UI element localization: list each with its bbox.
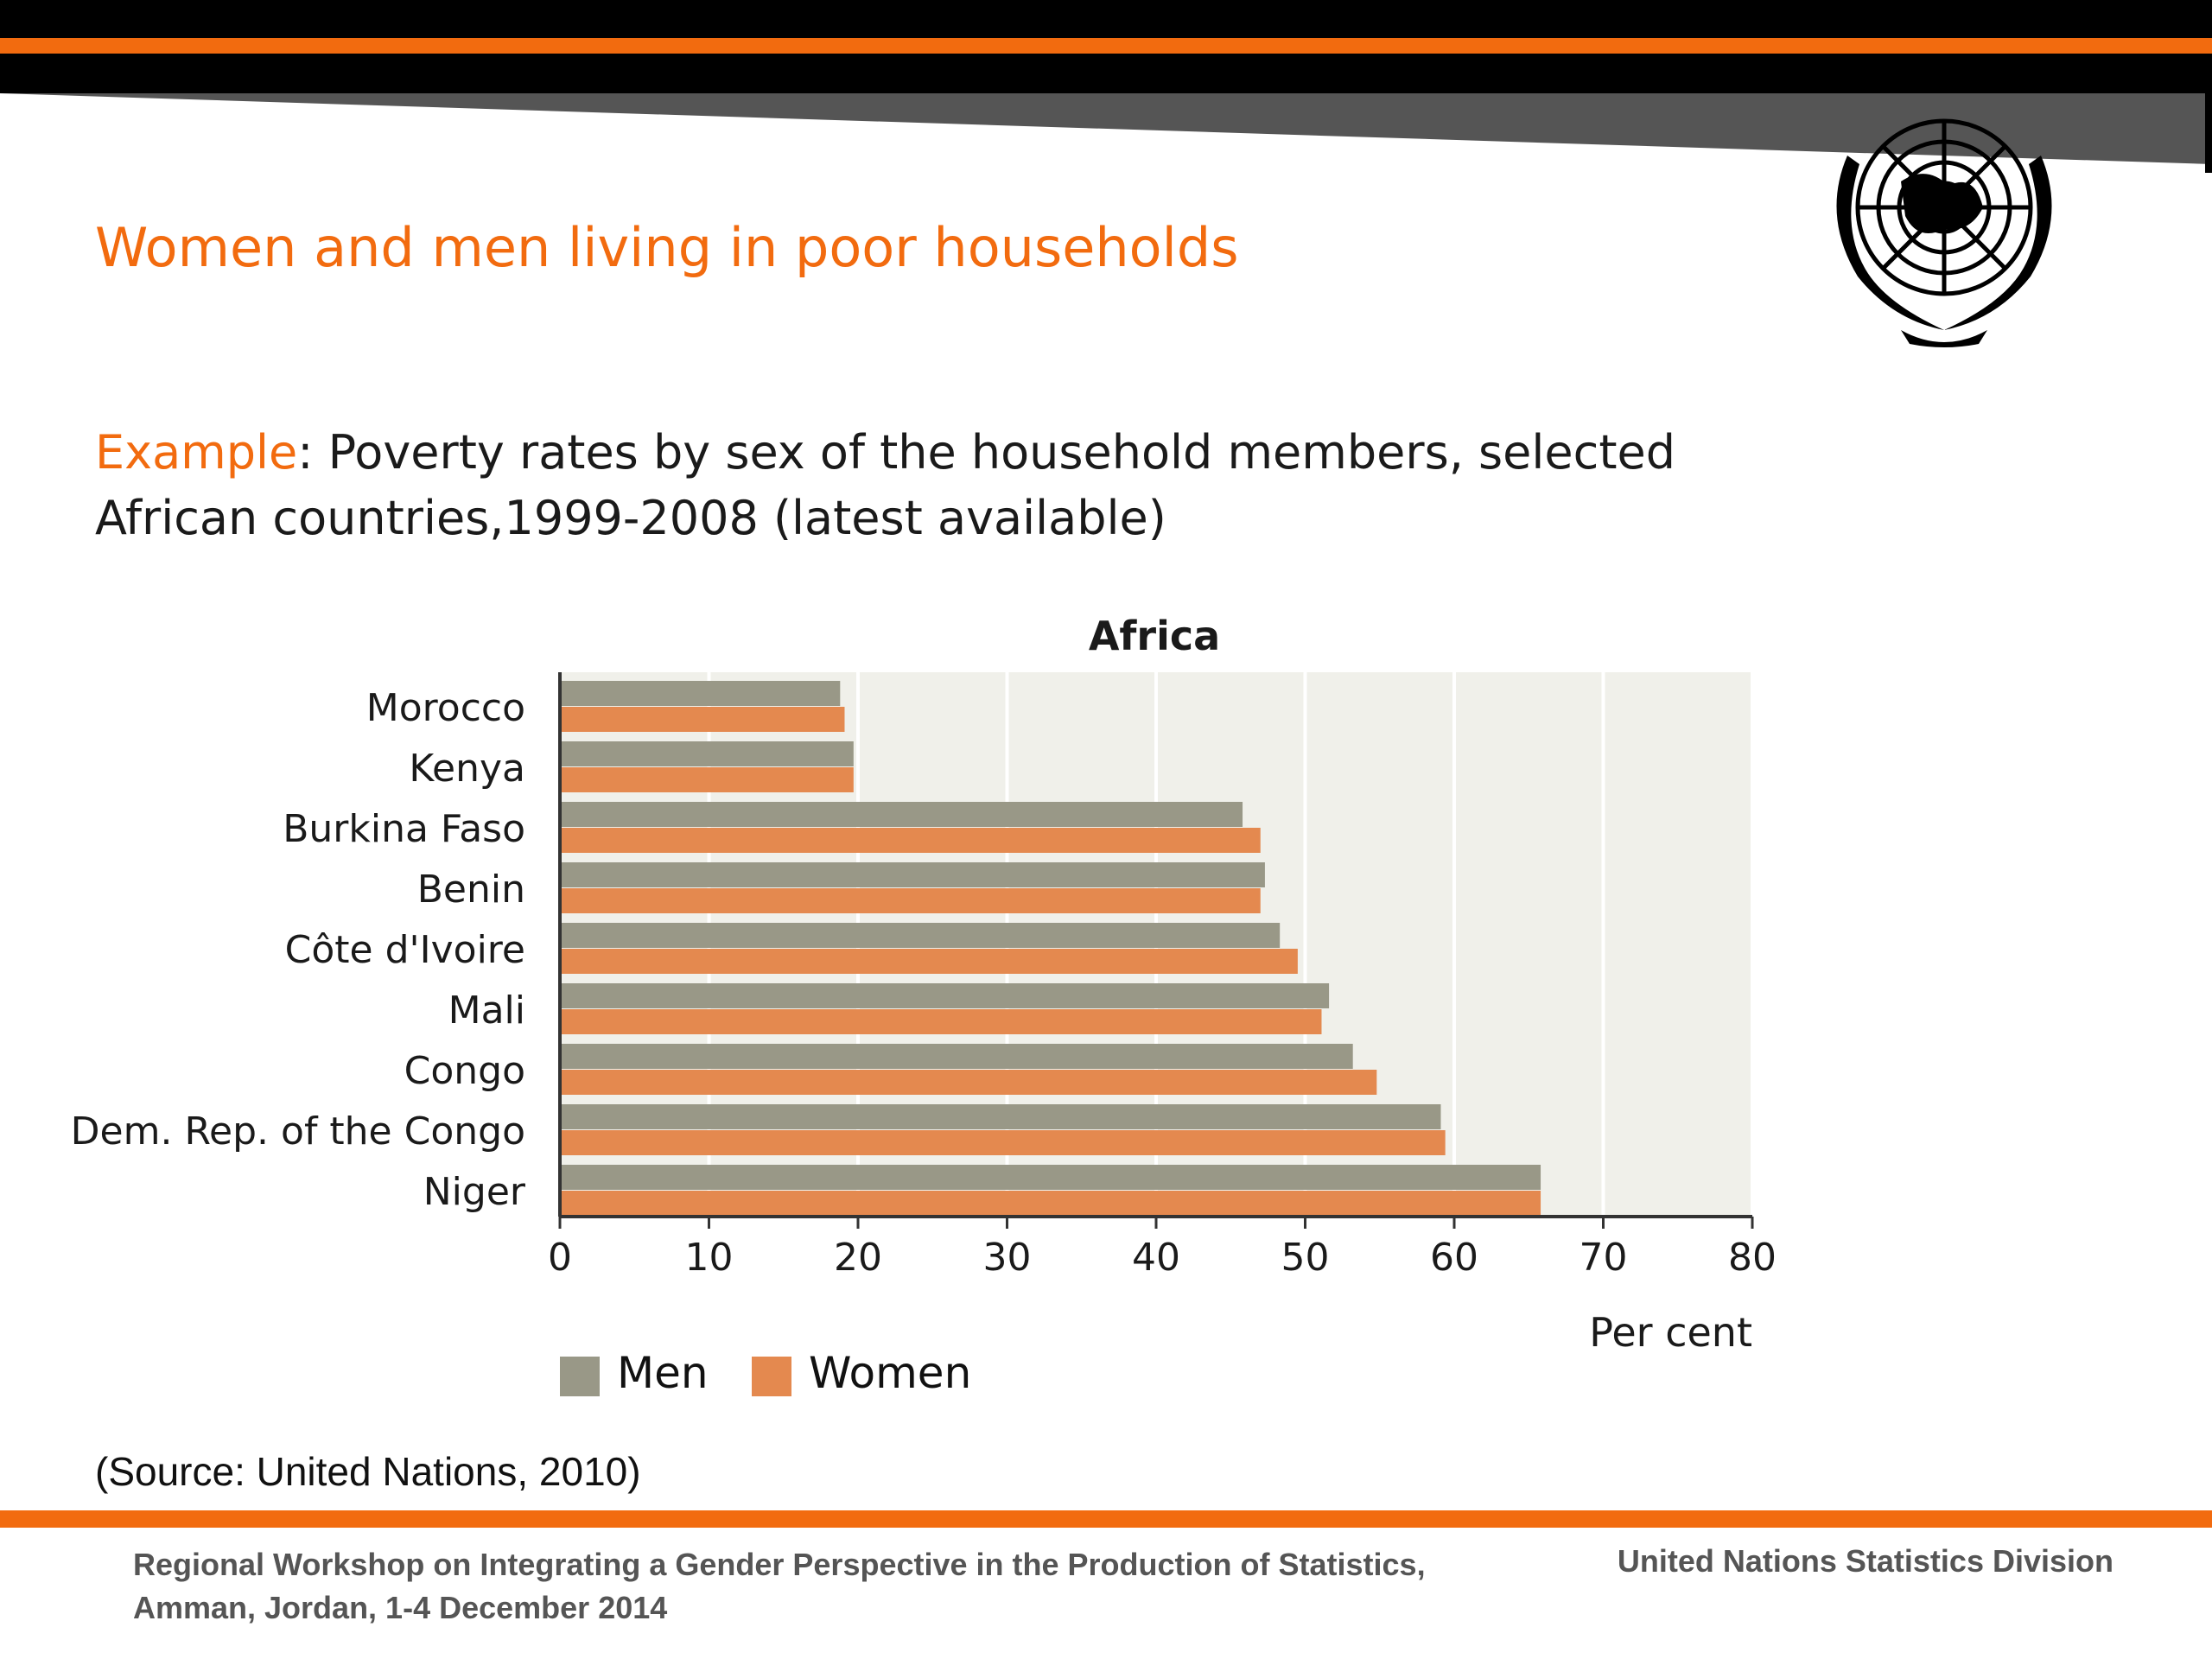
bar-men	[560, 681, 841, 706]
x-tick-label: 40	[1132, 1236, 1180, 1280]
x-tick-label: 50	[1281, 1236, 1330, 1280]
bar-men	[560, 741, 854, 766]
x-tick-label: 80	[1728, 1236, 1777, 1280]
bar-layer	[560, 681, 1541, 1216]
bar-women	[560, 1191, 1541, 1216]
x-tick-label: 10	[685, 1236, 734, 1280]
bar-women	[560, 1070, 1377, 1095]
category-labels: Morocco Kenya Burkina Faso Benin Côte d'Ivoi…	[71, 686, 526, 1214]
footer-divider	[0, 1510, 2212, 1528]
category-label: Congo	[404, 1049, 525, 1093]
bar-women	[560, 828, 1261, 853]
category-label: Burkina Faso	[283, 807, 525, 851]
x-tick-label: 70	[1580, 1236, 1628, 1280]
x-tick-label: 30	[983, 1236, 1032, 1280]
legend-label-men: Men	[617, 1348, 709, 1398]
footer-organization: United Nations Statistics Division	[1617, 1543, 2113, 1579]
source-note: (Source: United Nations, 2010)	[95, 1449, 641, 1494]
bar-men	[560, 802, 1243, 827]
bar-women	[560, 767, 854, 792]
x-tick-label: 20	[834, 1236, 882, 1280]
subtitle-highlight: Example	[95, 425, 298, 480]
category-label: Kenya	[409, 747, 525, 791]
un-emblem-icon	[1836, 118, 2052, 347]
category-label: Mali	[448, 988, 525, 1033]
bar-women	[560, 888, 1261, 913]
bar-men	[560, 1104, 1441, 1129]
category-label: Morocco	[366, 686, 525, 730]
slide-subtitle: Example: Poverty rates by sex of the hou…	[95, 420, 1823, 551]
legend-label-women: Women	[809, 1348, 972, 1398]
footer-event: Regional Workshop on Integrating a Gende…	[133, 1547, 1426, 1625]
bar-women	[560, 949, 1298, 974]
bar-men	[560, 983, 1330, 1008]
bar-men	[560, 1044, 1353, 1069]
category-label: Dem. Rep. of the Congo	[71, 1109, 525, 1154]
category-label: Côte d'Ivoire	[285, 928, 525, 972]
bar-women	[560, 1009, 1322, 1034]
subtitle-text: : Poverty rates by sex of the household …	[95, 425, 1675, 545]
top-banner	[0, 0, 2212, 173]
category-label: Niger	[423, 1170, 526, 1214]
x-tick-label: 0	[548, 1236, 572, 1280]
bar-men	[560, 862, 1265, 887]
bar-men	[560, 923, 1281, 948]
bar-women	[560, 1130, 1446, 1155]
bar-women	[560, 707, 845, 732]
legend-swatch-men	[560, 1357, 600, 1396]
legend-swatch-women	[752, 1357, 791, 1396]
slide-title: Women and men living in poor households	[95, 216, 1239, 279]
x-axis-label: Per cent	[1589, 1309, 1752, 1356]
poverty-bar-chart: Africa Morocco Kenya Burkina Faso Benin Côte…	[71, 613, 1777, 1356]
chart-title: Africa	[1089, 613, 1220, 659]
category-label: Benin	[417, 868, 525, 912]
x-axis: 0 10 20 30 40 50 60 70 80	[548, 672, 1777, 1280]
x-tick-label: 60	[1430, 1236, 1478, 1280]
bar-men	[560, 1165, 1541, 1190]
